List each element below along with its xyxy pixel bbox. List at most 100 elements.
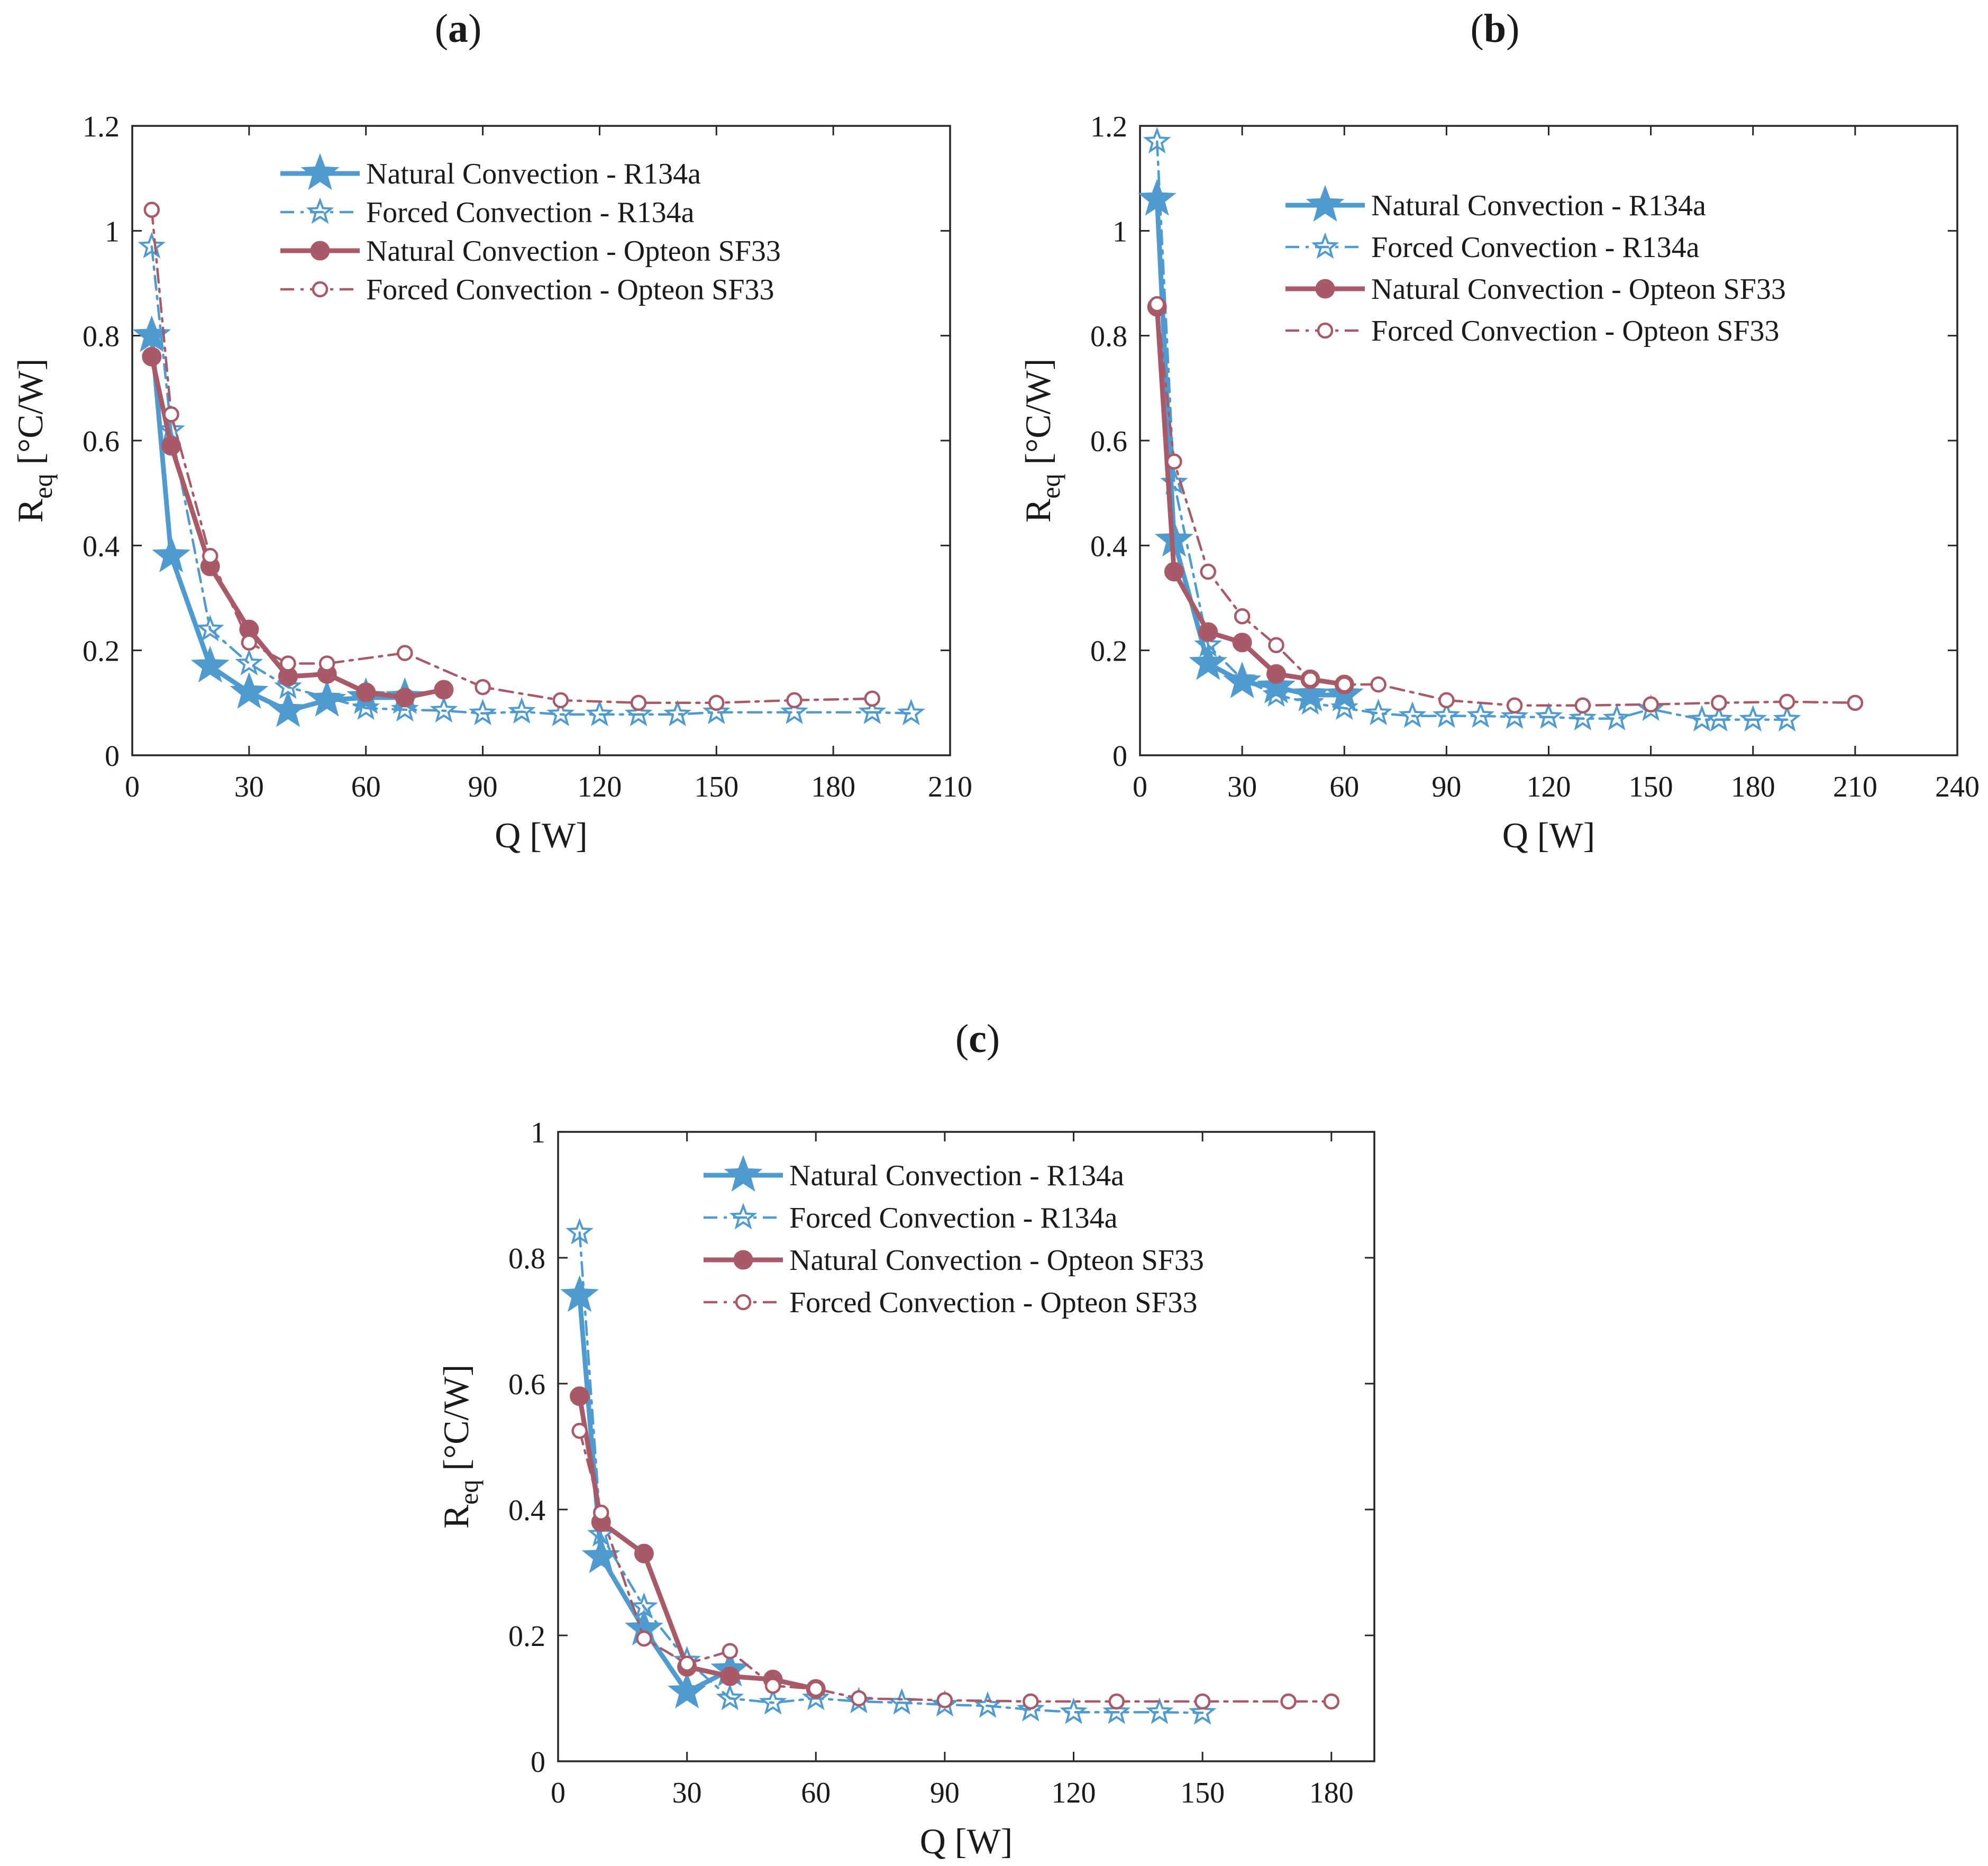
data-point [1188,1698,1217,1725]
x-tick-label: 120 [1052,1777,1096,1809]
data-point [1637,694,1665,721]
y-tick-label: 0.6 [508,1368,545,1401]
data-point [1102,1697,1131,1724]
data-point [1234,608,1251,625]
legend-label: Forced Convection - R134a [366,196,695,229]
legend-marker [735,1294,752,1311]
legend-label: Forced Convection - Opteon SF33 [789,1286,1197,1319]
x-axis-label: Q [W] [920,1821,1013,1861]
data-point [630,1592,658,1619]
data-point [1268,637,1284,653]
x-tick-label: 60 [801,1777,831,1809]
data-point [636,1630,652,1647]
y-tick-label: 0 [105,740,120,773]
x-tick-label: 30 [672,1777,702,1809]
y-tick-label: 1 [105,215,120,248]
y-axis-label-unit: [°C/W] [10,359,50,474]
data-point [936,1692,953,1708]
chart-panel-c: (c) 0 30 60 90 120 150 180 0 0.2 0.4 0.6 0.8 1 Q [W] Re… [436,1017,1375,1861]
series-natural-sf33 [1147,297,1354,694]
y-axis-label-sub: eq [28,474,58,499]
data-point [1336,676,1353,693]
x-tick-label: 120 [1527,771,1571,803]
series-line [577,1293,733,1695]
data-point [786,692,803,709]
data-point [1568,703,1597,731]
x-tick-label: 30 [234,771,264,803]
y-axis-label-r: R [10,498,50,523]
y-axis-label: Req [°C/W] [10,359,58,523]
x-tick-label: 0 [1133,771,1147,803]
data-point [280,655,296,672]
x-tick-label: 90 [468,771,498,803]
data-point [395,688,415,708]
series-forced-sf33 [1148,296,1864,714]
x-tick-label: 150 [1180,1777,1225,1809]
data-point [1602,703,1631,731]
series-line [1154,304,1347,687]
data-point [1779,693,1795,710]
y-tick-label: 0 [531,1746,545,1779]
x-tick-label: 180 [811,771,855,803]
x-tick-label: 90 [1431,771,1461,803]
panel-label-open: ( [435,6,448,51]
data-point [586,700,614,726]
data-point [1330,693,1358,720]
x-tick-label: 60 [351,771,381,803]
data-point [1148,296,1165,313]
series-forced-sf33 [143,202,881,711]
x-tick-label: 90 [930,1777,960,1809]
legend-marker [310,241,330,261]
data-point [1194,1693,1211,1710]
data-point [1198,622,1218,642]
data-point [1323,1693,1340,1710]
data-point [931,1690,959,1717]
x-tick-label: 30 [1227,771,1257,803]
data-point [507,697,536,724]
y-tick-label: 1.2 [83,111,120,143]
data-point [1017,1695,1045,1722]
data-point [202,547,218,564]
legend: Natural Convection - R134a Forced Convect… [704,1155,1204,1319]
data-point [759,1688,787,1715]
data-point [546,699,575,726]
data-point [475,679,491,696]
data-point [1228,664,1256,691]
data-point [1847,694,1864,711]
panel-label-close: ) [468,6,481,51]
data-point [552,692,569,709]
x-tick-label: 60 [1329,771,1359,803]
y-tick-label: 1 [1112,215,1127,248]
legend-marker [1311,232,1339,259]
data-point [318,655,335,672]
data-point [973,1691,1002,1718]
y-tick-label: 0.4 [83,530,120,563]
series-line [1155,303,1857,707]
y-tick-label: 0.4 [1090,530,1127,563]
legend-label: Forced Convection - Opteon SF33 [1371,315,1779,347]
data-point [864,690,881,707]
data-point [274,672,302,699]
legend-label: Natural Convection - R134a [789,1159,1124,1192]
series-line [1154,197,1347,698]
data-point [1500,702,1529,729]
data-point [780,698,808,725]
x-tick-label: 180 [1309,1777,1354,1809]
x-tick-label: 0 [551,1777,566,1809]
y-axis-label-r: R [1018,498,1058,523]
legend-marker [724,1155,763,1192]
data-point [1506,697,1523,714]
data-point [356,682,376,702]
panel-label-letter: a [448,6,468,51]
legend-label: Natural Convection - R134a [1371,189,1706,222]
legend: Natural Convection - R134a Forced Convect… [1285,185,1786,347]
data-point [1364,699,1392,726]
y-axis-label-sub: eq [1036,474,1065,499]
data-point [196,615,224,642]
legend-marker [733,1250,753,1270]
data-point [138,232,166,259]
data-point [1705,705,1733,732]
panel-label: (c) [955,1017,1000,1061]
y-tick-label: 0.4 [508,1494,545,1527]
x-tick-label: 180 [1731,771,1775,803]
